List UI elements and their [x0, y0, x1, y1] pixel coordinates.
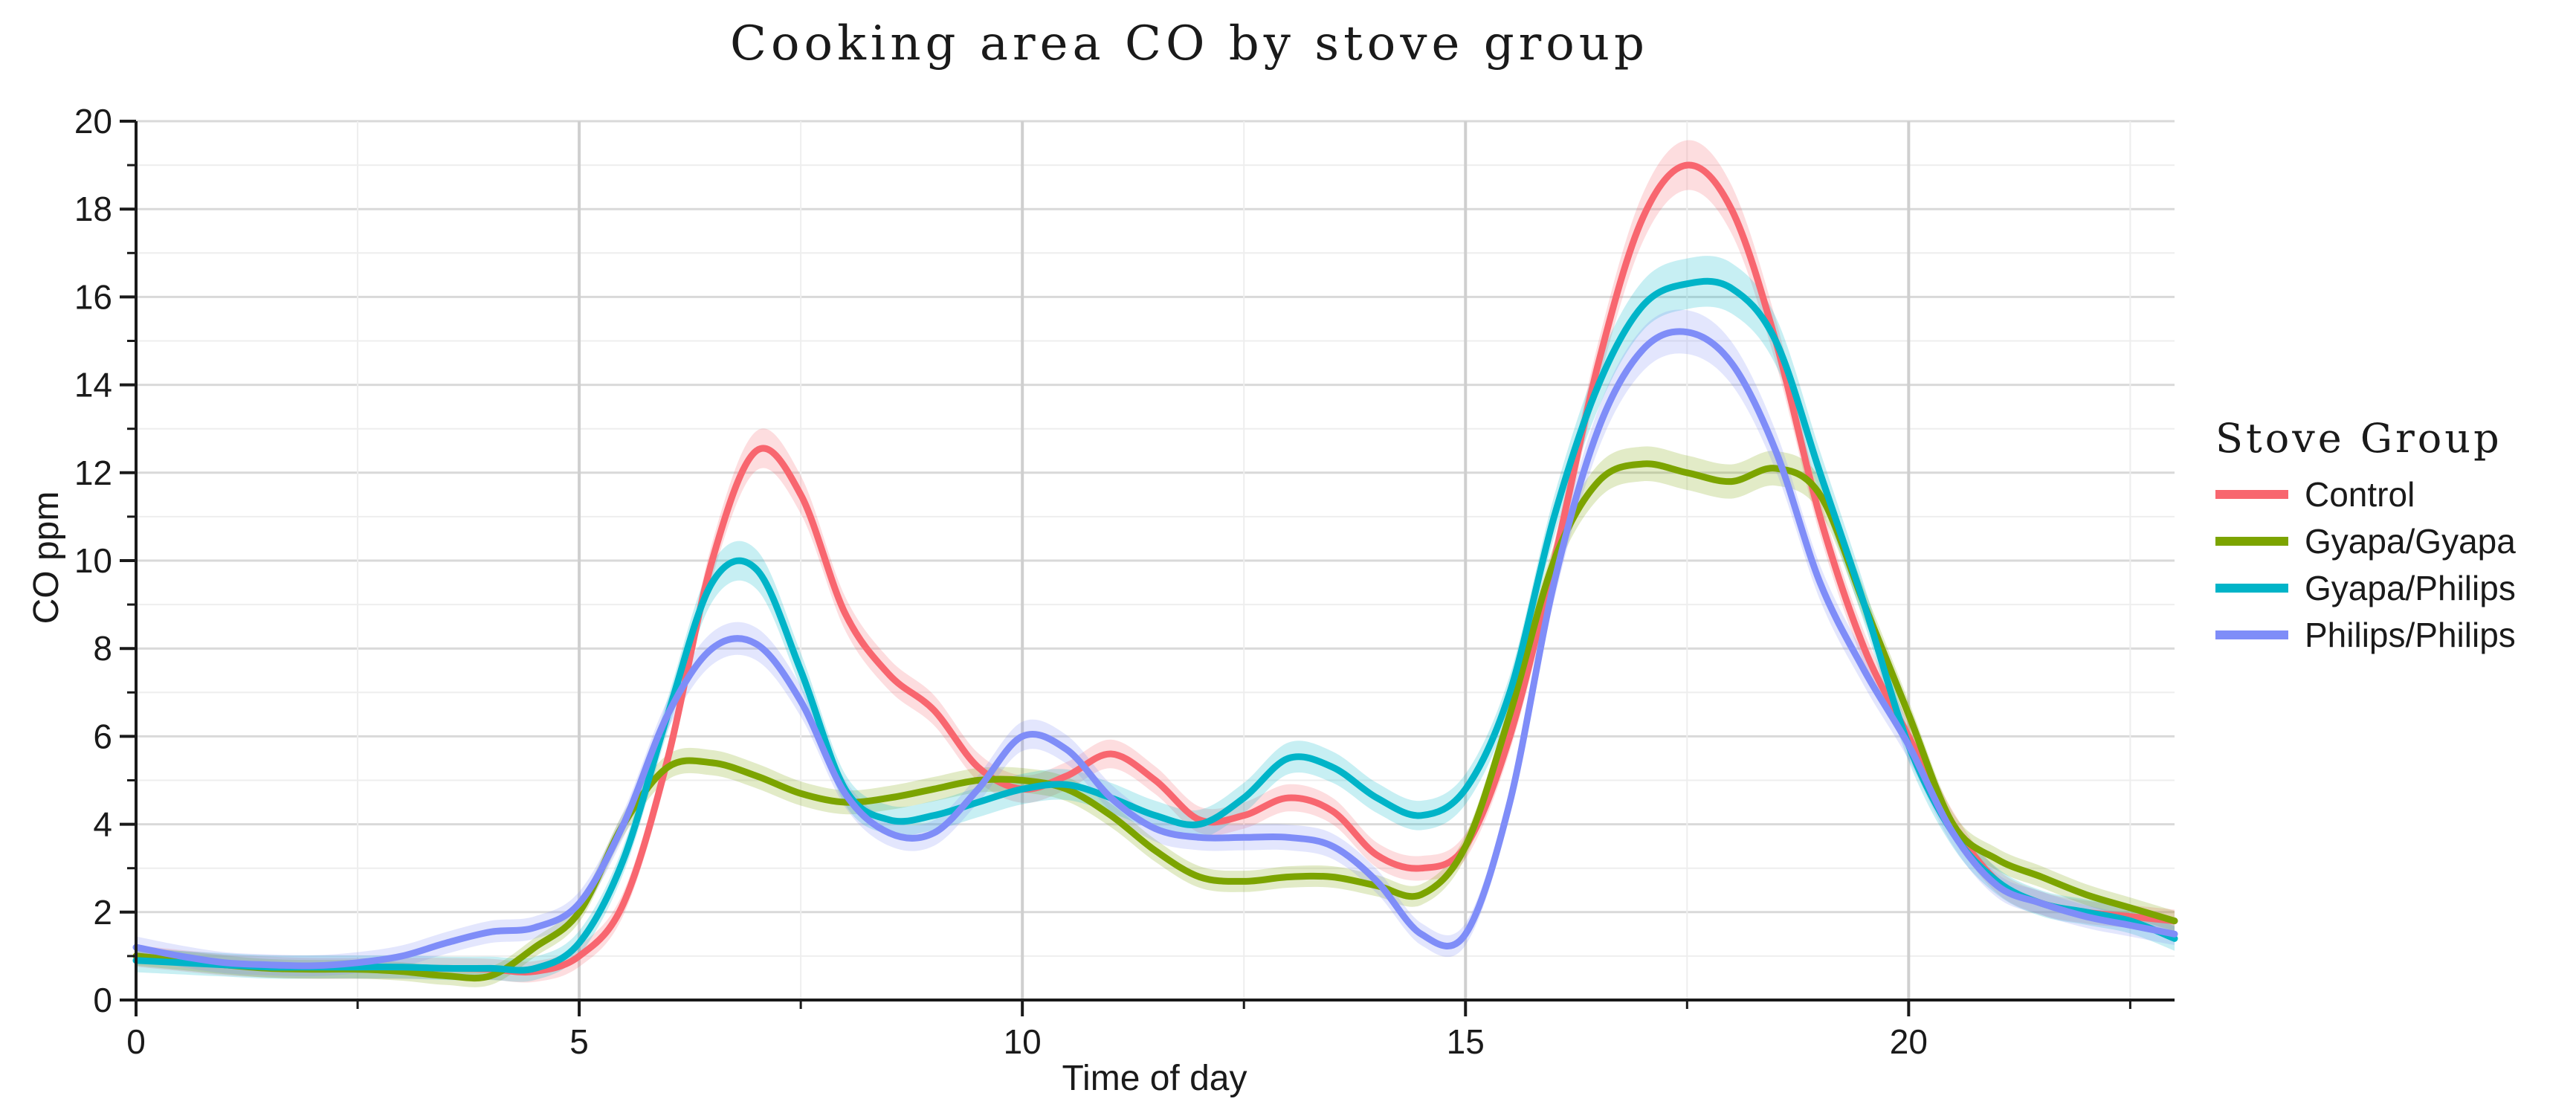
legend-label-control: Control — [2305, 475, 2415, 514]
y-tick-label: 8 — [93, 629, 112, 668]
legend: Stove Group Control Gyapa/Gyapa Gyapa/Phil… — [2215, 415, 2516, 654]
band-gyapa-gyapa — [136, 446, 2175, 987]
band-philips-philips — [136, 309, 2175, 977]
series-line-gyapa-philips — [132, 277, 2178, 974]
y-tick-label: 4 — [93, 805, 112, 844]
y-tick-label: 12 — [74, 454, 112, 492]
legend-title: Stove Group — [2215, 415, 2502, 462]
series-line-gyapa-gyapa — [132, 460, 2178, 982]
chart-title: Cooking area CO by stove group — [730, 16, 1649, 71]
x-tick-label: 0 — [126, 1022, 146, 1061]
axes: 0 2 4 6 8 10 12 14 16 18 20 0 5 10 15 20 — [74, 102, 2175, 1061]
legend-label-gyapa-gyapa: Gyapa/Gyapa — [2305, 522, 2516, 561]
x-axis-label: Time of day — [1062, 1059, 1247, 1098]
y-tick-label: 18 — [74, 190, 112, 228]
confidence-bands — [136, 140, 2175, 987]
y-tick-label: 16 — [74, 277, 112, 316]
x-tick-label: 5 — [569, 1022, 589, 1061]
y-tick-label: 2 — [93, 893, 112, 932]
y-axis-label: CO ppm — [27, 491, 66, 625]
x-tick-label: 20 — [1890, 1022, 1928, 1061]
grid — [136, 120, 2175, 1000]
legend-label-gyapa-philips: Gyapa/Philips — [2305, 569, 2516, 607]
y-tick-label: 0 — [93, 981, 112, 1019]
y-tick-label: 14 — [74, 366, 112, 404]
x-tick-label: 10 — [1004, 1022, 1042, 1061]
y-tick-label: 6 — [93, 717, 112, 755]
y-tick-label: 20 — [74, 102, 112, 141]
series-line-philips-philips — [132, 328, 2178, 970]
x-tick-label: 15 — [1447, 1022, 1485, 1061]
y-tick-label: 10 — [74, 541, 112, 580]
series-lines — [132, 161, 2178, 982]
legend-label-philips-philips: Philips/Philips — [2305, 616, 2516, 654]
